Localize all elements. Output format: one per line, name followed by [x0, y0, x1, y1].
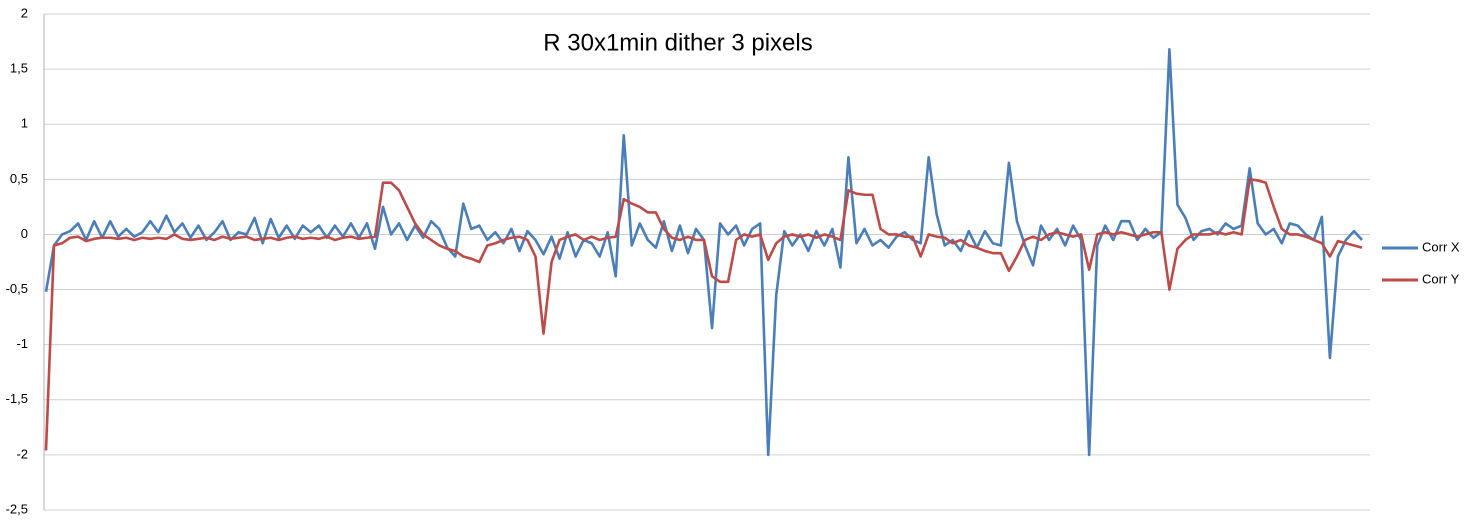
y-tick-label: 1,5	[10, 61, 28, 76]
legend-label: Corr X	[1422, 239, 1460, 254]
line-series	[44, 178, 1363, 451]
y-tick-label: -2,5	[6, 501, 28, 516]
y-tick-label: 1	[21, 116, 28, 131]
y-tick-label: 2	[21, 5, 28, 20]
chart-title: R 30x1min dither 3 pixels	[543, 29, 812, 56]
y-tick-label: 0	[21, 226, 28, 241]
y-tick-label: -2	[16, 446, 28, 461]
legend-label: Corr Y	[1422, 271, 1460, 286]
y-tick-label: -1,5	[6, 391, 28, 406]
y-tick-label: -0,5	[6, 281, 28, 296]
y-tick-label: 0,5	[10, 171, 28, 186]
y-tick-label: -1	[16, 336, 28, 351]
